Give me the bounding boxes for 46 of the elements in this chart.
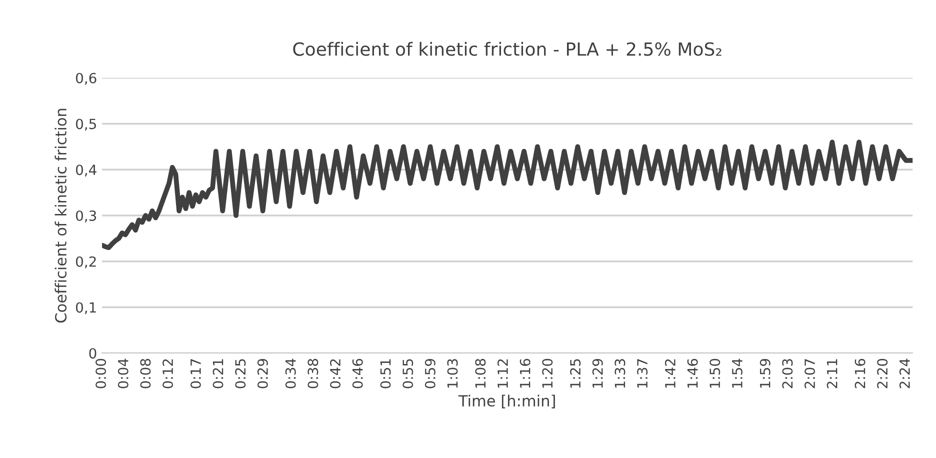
- x-tick-label: 1:42: [664, 359, 676, 388]
- x-tick-label: 0:46: [352, 358, 363, 388]
- x-tick-label: 2:11: [826, 359, 838, 388]
- y-tick-label: 0,1: [76, 302, 96, 314]
- x-tick-label: 0:00: [96, 358, 106, 388]
- x-tick-label: 1:16: [520, 358, 530, 388]
- x-tick-label: 0:38: [308, 358, 318, 388]
- y-tick-label: 0: [89, 348, 96, 359]
- x-tick-label: 1:25: [570, 359, 581, 388]
- x-tick-label: 1:33: [614, 359, 626, 388]
- x-tick-label: 1:37: [637, 359, 648, 388]
- x-tick-label: 0:25: [235, 359, 246, 388]
- x-tick-label: 0:59: [424, 358, 436, 388]
- y-tick-label: 0,2: [76, 256, 96, 268]
- x-tick-label: 0:08: [140, 358, 151, 388]
- x-tick-label: 1:54: [732, 358, 742, 388]
- x-tick-label: 2:20: [877, 358, 888, 388]
- x-tick-label: 0:29: [257, 358, 268, 388]
- y-tick-label: 0,5: [76, 118, 96, 131]
- x-tick-label: 1:46: [687, 358, 698, 388]
- x-tick-label: 0:42: [330, 359, 341, 388]
- x-tick-label: 1:50: [710, 358, 720, 388]
- y-tick-label: 0,4: [76, 164, 96, 177]
- chart-title: Coefficient of kinetic friction - PLA + 2.5% MoS₂: [293, 42, 722, 56]
- x-tick-label: 0:21: [212, 359, 224, 388]
- x-tick-label: 0:12: [162, 359, 174, 388]
- line-series: [102, 140, 913, 250]
- x-tick-label: 1:20: [542, 358, 553, 388]
- x-tick-label: 1:03: [447, 359, 458, 388]
- x-tick-label: 1:12: [497, 359, 508, 388]
- x-tick-label: 0:55: [402, 359, 414, 388]
- y-axis-title: Coefficient of kinetic friction: [54, 108, 67, 323]
- x-tick-label: 0:04: [118, 358, 128, 388]
- x-tick-label: 0:17: [190, 359, 201, 388]
- x-tick-label: 0:34: [285, 358, 296, 388]
- x-tick-label: 2:07: [804, 359, 816, 388]
- x-tick-label: 1:59: [760, 358, 770, 388]
- x-tick-label: 1:29: [592, 358, 603, 388]
- x-axis-title: Time [h:min]: [458, 394, 555, 408]
- x-tick-label: 1:08: [475, 358, 486, 388]
- x-tick-label: 2:16: [854, 358, 866, 388]
- x-tick-label: 2:24: [899, 358, 910, 388]
- y-tick-label: 0,3: [76, 210, 96, 222]
- x-tick-label: 0:51: [380, 359, 391, 388]
- y-tick-label: 0,6: [76, 72, 96, 85]
- x-tick-label: 2:03: [782, 359, 793, 388]
